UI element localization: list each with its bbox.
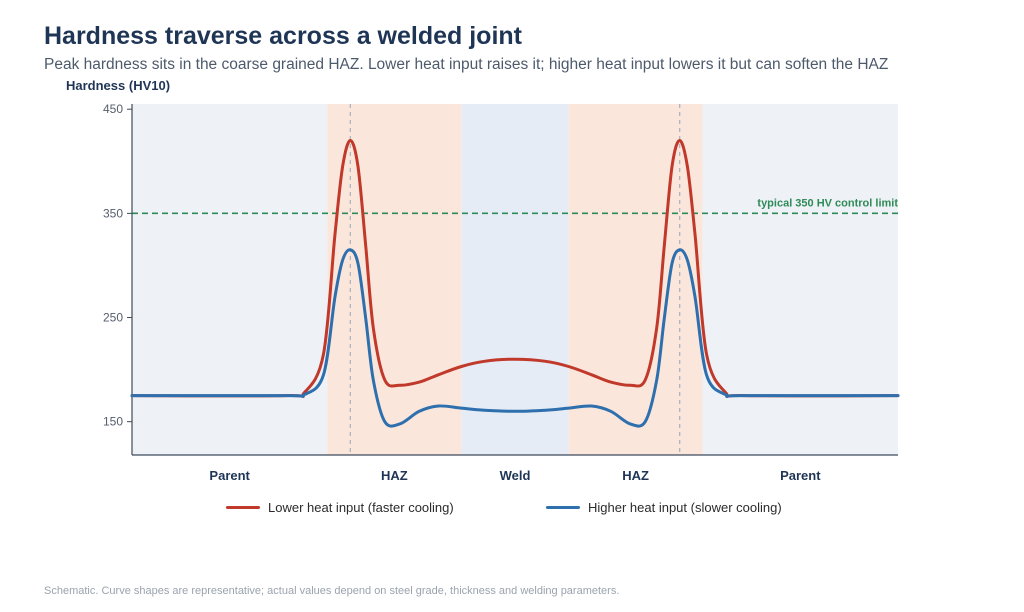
series-line-higher-heat-input — [130, 248, 900, 428]
zone-label-parent-4: Parent — [780, 468, 821, 483]
zone-label-haz-1: HAZ — [381, 468, 408, 483]
footnote: Schematic. Curve shapes are representati… — [44, 585, 620, 597]
control-limit-label: typical 350 HV control limit — [757, 197, 898, 209]
y-tick-label-250: 250 — [103, 311, 123, 325]
legend-swatch-lower-heat — [226, 506, 260, 509]
legend-item-higher-heat: Higher heat input (slower cooling) — [546, 500, 782, 515]
y-tick-label-450: 450 — [103, 102, 123, 116]
legend-label-higher-heat: Higher heat input (slower cooling) — [588, 500, 782, 515]
zone-band-parent-4 — [702, 104, 898, 455]
zone-band-parent-0 — [132, 104, 328, 455]
zone-label-parent-0: Parent — [209, 468, 250, 483]
legend-item-lower-heat: Lower heat input (faster cooling) — [226, 500, 454, 515]
chart-title: Hardness traverse across a welded joint — [44, 22, 522, 50]
y-axis-label: Hardness (HV10) — [66, 78, 171, 93]
legend-swatch-higher-heat — [546, 506, 580, 509]
zone-band-haz-1 — [327, 104, 462, 455]
zone-band-weld-2 — [461, 104, 569, 455]
chart-subtitle: Peak hardness sits in the coarse grained… — [44, 56, 889, 73]
zone-label-weld-2: Weld — [500, 468, 531, 483]
y-tick-label-150: 150 — [103, 415, 123, 429]
zone-label-haz-3: HAZ — [622, 468, 649, 483]
series-line-lower-heat-input — [130, 139, 900, 398]
y-tick-label-350: 350 — [103, 206, 123, 220]
legend-label-lower-heat: Lower heat input (faster cooling) — [268, 500, 454, 515]
zone-band-haz-3 — [568, 104, 703, 455]
